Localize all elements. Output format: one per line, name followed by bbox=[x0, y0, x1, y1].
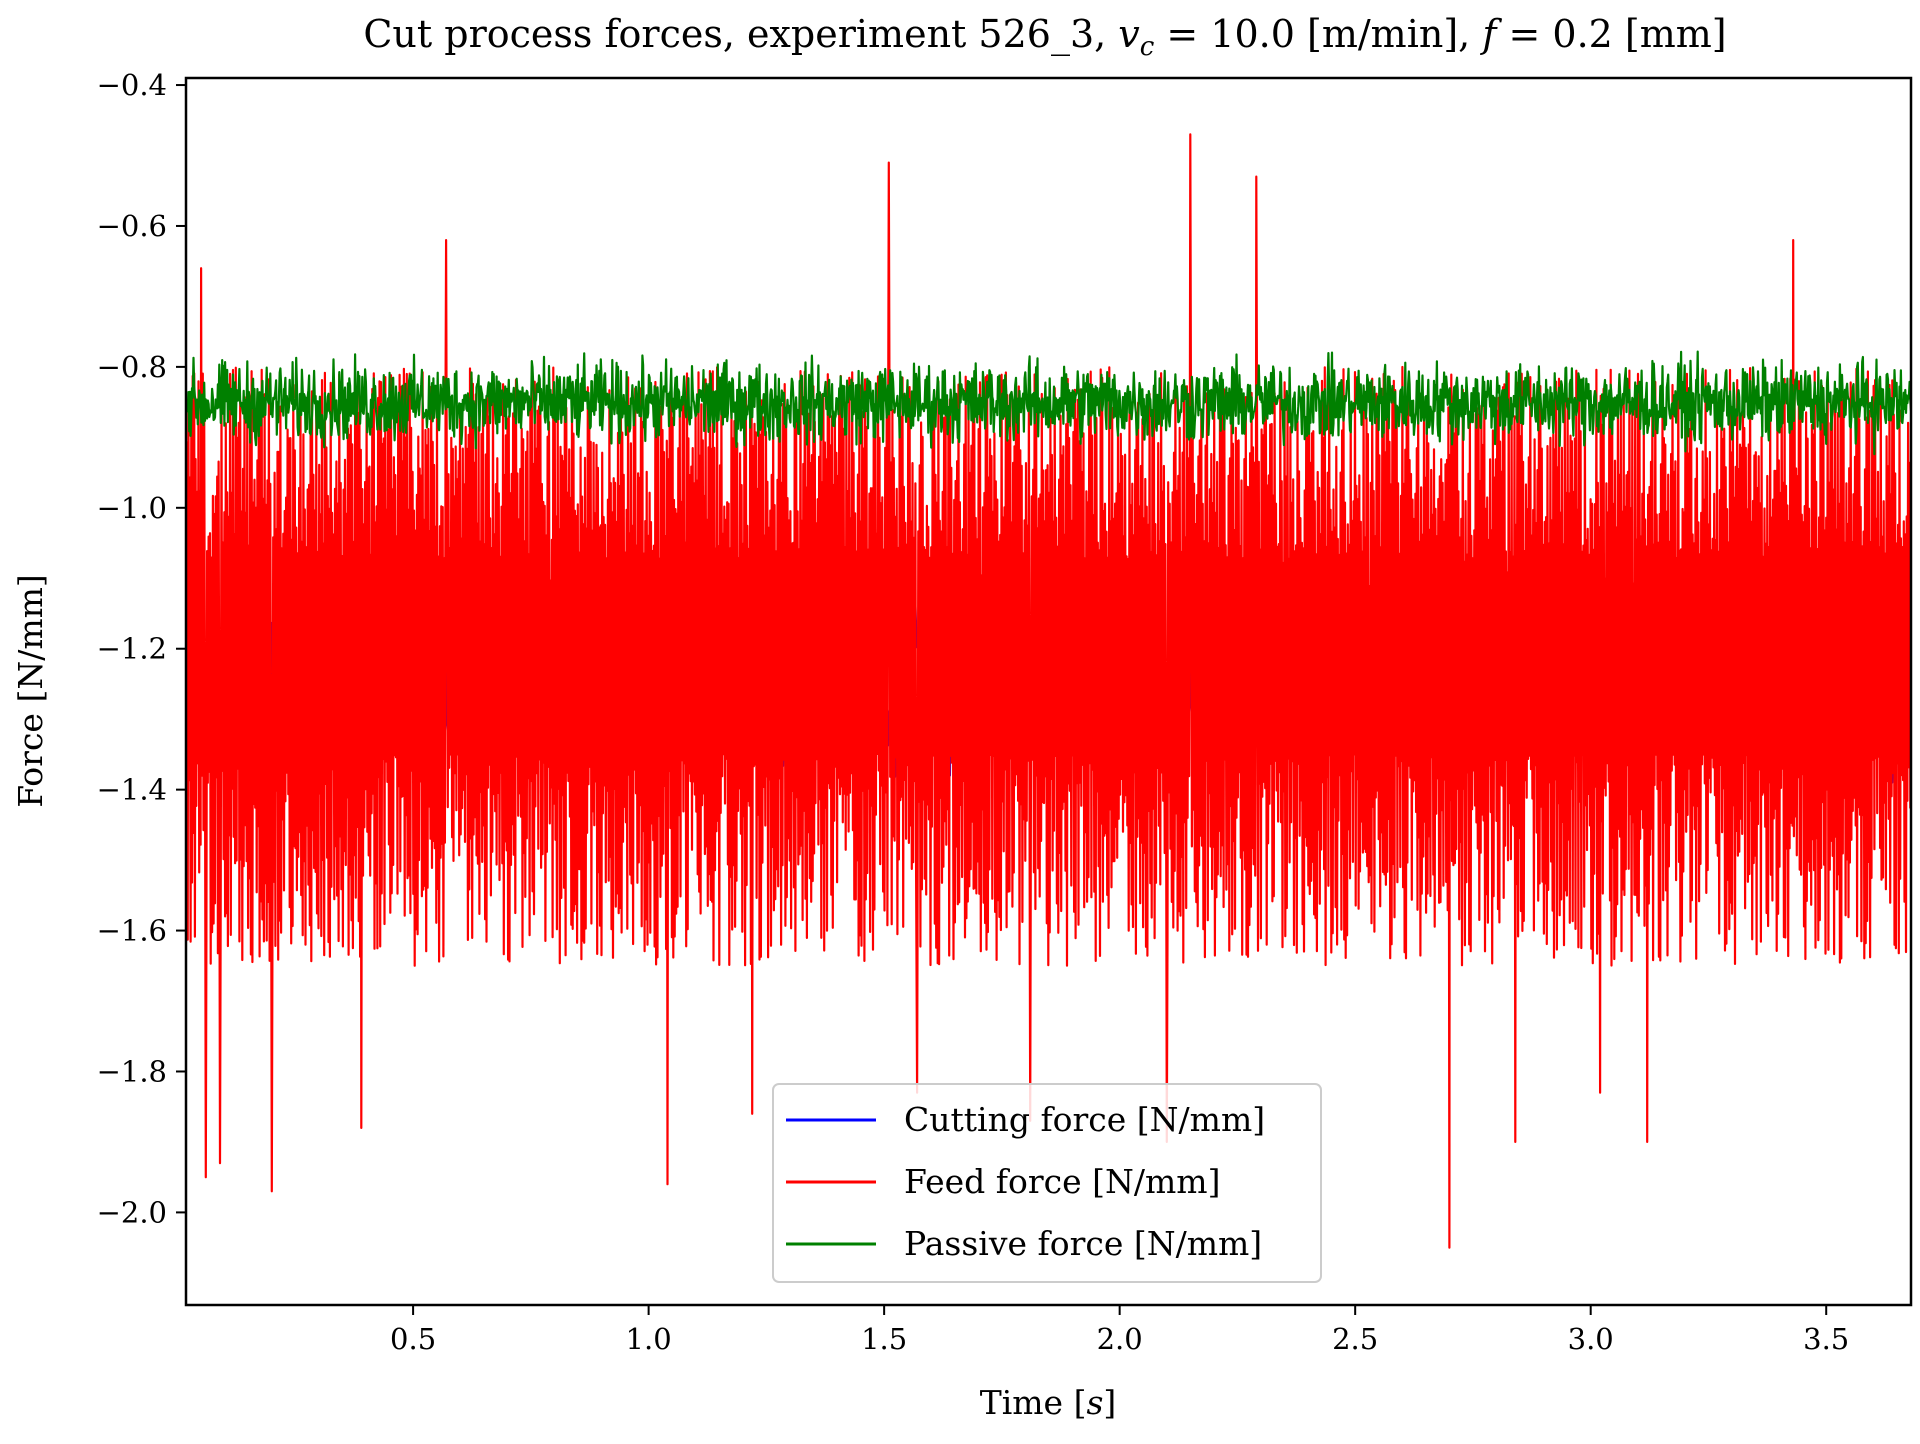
y-tick-label: −1.0 bbox=[97, 491, 167, 525]
legend: Cutting force [N/mm] Feed force [N/mm] Pas… bbox=[772, 1083, 1322, 1283]
series-line-passive bbox=[187, 350, 1911, 456]
x-tick-label: 2.5 bbox=[1332, 1322, 1378, 1356]
title-prefix: Cut process forces, experiment 526 bbox=[363, 12, 1051, 56]
y-tick-label: −0.8 bbox=[97, 350, 167, 384]
series-line-feed bbox=[187, 133, 1911, 1249]
plot-frame bbox=[184, 76, 1913, 1307]
y-tick-label: −0.6 bbox=[97, 209, 167, 243]
title-sub-number: 3 bbox=[1070, 12, 1094, 56]
y-tick-label: −1.4 bbox=[97, 773, 167, 807]
y-tick-label: −1.2 bbox=[97, 632, 167, 666]
x-axis-label-close: ] bbox=[1103, 1383, 1116, 1422]
title-f-value: = 0.2 [mm] bbox=[1496, 12, 1726, 56]
x-tick-label: 1.5 bbox=[861, 1322, 907, 1356]
x-tick-label: 3.0 bbox=[1568, 1322, 1614, 1356]
legend-label: Feed force [N/mm] bbox=[904, 1162, 1220, 1201]
y-axis-label: Force [N/mm] bbox=[11, 574, 50, 808]
x-tick-label: 1.0 bbox=[626, 1322, 672, 1356]
x-axis: 0.5 1.0 1.5 2.0 2.5 3.0 3.5 bbox=[390, 1305, 1849, 1356]
x-tick-label: 2.0 bbox=[1097, 1322, 1143, 1356]
x-tick-label: 3.5 bbox=[1803, 1322, 1849, 1356]
y-axis: −0.4 −0.6 −0.8 −1.0 −1.2 −1.4 −1.6 −1.8 −2.0 bbox=[97, 68, 186, 1229]
series-layer bbox=[187, 133, 1911, 1249]
title-mid: , bbox=[1094, 12, 1118, 56]
title-vc-subscript: c bbox=[1140, 32, 1155, 62]
x-axis-label: Time [s] bbox=[980, 1383, 1117, 1422]
y-tick-label: −0.4 bbox=[97, 68, 167, 102]
y-tick-label: −1.8 bbox=[97, 1054, 167, 1088]
x-tick-label: 0.5 bbox=[390, 1322, 436, 1356]
title-vc-value: = 10.0 [m/min], bbox=[1154, 12, 1482, 56]
x-axis-label-text: Time [ bbox=[980, 1383, 1087, 1422]
x-axis-label-unit: s bbox=[1086, 1383, 1103, 1422]
legend-label: Passive force [N/mm] bbox=[904, 1224, 1262, 1263]
title-vc-symbol: v bbox=[1118, 12, 1140, 56]
legend-label: Cutting force [N/mm] bbox=[904, 1100, 1265, 1139]
legend-box bbox=[772, 1083, 1322, 1283]
y-tick-label: −2.0 bbox=[97, 1195, 167, 1229]
y-tick-label: −1.6 bbox=[97, 914, 167, 948]
chart-title: Cut process forces, experiment 526_3, vc… bbox=[363, 12, 1726, 62]
title-underscore: _ bbox=[1051, 12, 1070, 57]
